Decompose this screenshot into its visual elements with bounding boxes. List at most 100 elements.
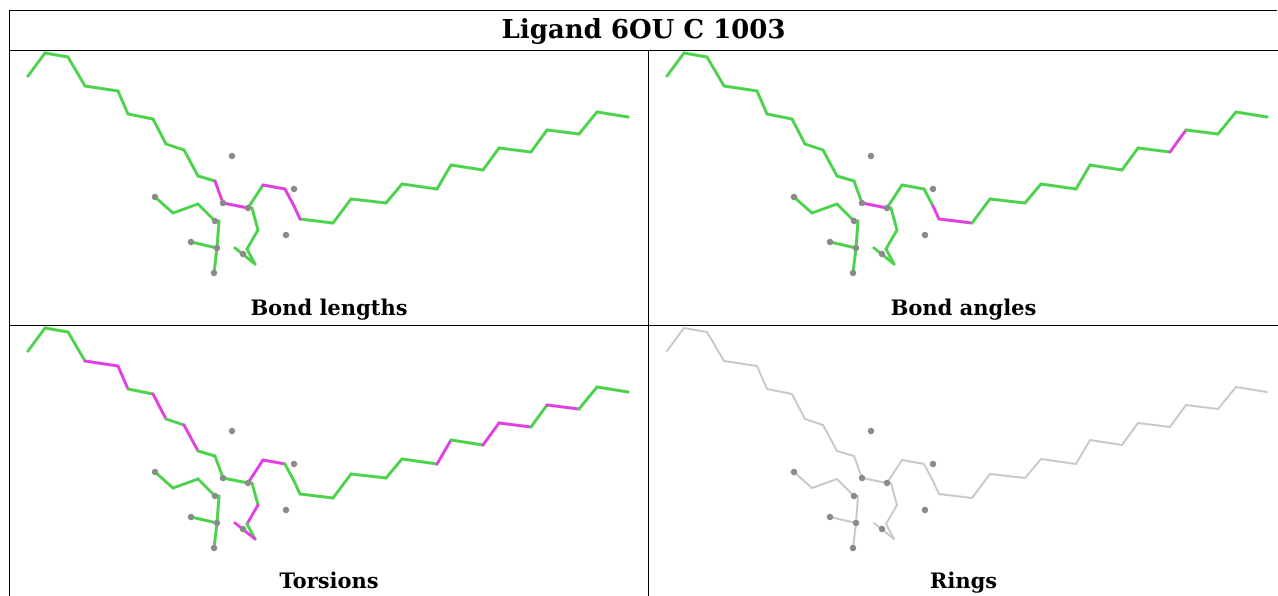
bond-right-2: [349, 197, 388, 205]
bond-sub2-0: [793, 471, 813, 489]
atom-9: [219, 199, 227, 207]
bond-left-5: [766, 388, 793, 395]
bond-left-3: [83, 359, 120, 368]
bond-sub2-1: [810, 202, 839, 215]
atom-5: [878, 525, 886, 533]
atom-7: [282, 231, 290, 239]
atom-2: [826, 513, 834, 521]
bond-left-8: [182, 148, 200, 178]
atom-0: [867, 152, 875, 160]
bond-left-2: [705, 55, 726, 88]
bond-right-11: [577, 385, 599, 411]
bond-left-4: [756, 365, 768, 390]
bond-left-6: [790, 117, 807, 146]
atom-4: [852, 519, 860, 527]
atom-7: [282, 506, 290, 514]
bond-mid-3: [261, 458, 287, 466]
bond-right-3: [1023, 182, 1043, 205]
bond-sub1-1: [884, 228, 899, 251]
bond-right-6: [449, 163, 485, 172]
bond-mid-5: [292, 479, 302, 496]
bond-right-4: [400, 457, 439, 466]
bond-left-3: [723, 360, 758, 367]
bond-left-6: [151, 392, 168, 421]
bond-mid-0: [213, 179, 225, 205]
atom-4: [852, 244, 860, 252]
bond-right-1: [971, 473, 991, 499]
bond-tbu2-0: [212, 521, 219, 550]
bond-tbu2-0: [852, 522, 857, 549]
bond-left-9: [836, 450, 855, 457]
bond-tbu-0: [189, 240, 219, 250]
bond-sub1-0: [250, 481, 260, 507]
bond-mid-3: [901, 459, 925, 465]
atom-9: [858, 474, 866, 482]
bond-sub1-2: [885, 523, 895, 540]
bond-mid-0: [852, 179, 864, 205]
bond-left-7: [803, 142, 825, 152]
bond-right-12: [1234, 110, 1269, 119]
bond-left-4: [116, 364, 130, 391]
bond-right-3: [384, 457, 404, 480]
atom-5: [878, 250, 886, 258]
bond-sub1-0: [250, 206, 260, 232]
bond-sub2-2: [835, 202, 856, 223]
atom-10: [883, 204, 891, 212]
bond-left-1: [682, 51, 709, 59]
row-divider: [9, 325, 1278, 326]
bond-sub2-0: [792, 195, 814, 215]
table-frame: [9, 10, 1277, 596]
bond-left-7: [164, 142, 186, 152]
bond-right-10: [1184, 128, 1220, 136]
bond-left-4: [755, 89, 769, 116]
bond-mid-4: [923, 463, 934, 482]
molecule-rings: [666, 327, 1268, 552]
atom-3: [210, 269, 218, 277]
bond-left-2: [66, 55, 87, 88]
title-divider: [9, 50, 1278, 51]
caption-bond-angles: Bond angles: [890, 295, 1037, 320]
bond-right-2: [989, 473, 1026, 479]
bond-right-11: [577, 110, 599, 136]
atom-8: [211, 217, 219, 225]
bond-left-3: [83, 84, 120, 93]
bond-tbu3-0: [215, 494, 221, 525]
bond-right-3: [384, 182, 404, 205]
bond-left-2: [66, 330, 87, 363]
bond-right-11: [1216, 110, 1238, 136]
bond-right-6: [449, 438, 485, 447]
bond-right-5: [1074, 163, 1092, 191]
bond-left-7: [804, 418, 824, 426]
figure-title: Ligand 6OU C 1003: [501, 15, 786, 45]
bond-right-9: [1169, 404, 1187, 428]
atom-3: [849, 544, 857, 552]
atom-1: [790, 193, 798, 201]
bond-left-0: [26, 326, 47, 353]
caption-bond-lengths: Bond lengths: [250, 295, 408, 320]
bond-sub1-1: [885, 504, 898, 525]
bond-left-9: [196, 174, 217, 183]
bond-left-5: [126, 387, 155, 396]
bond-mid-2: [886, 459, 903, 484]
atom-1: [151, 193, 159, 201]
atom-8: [850, 217, 858, 225]
atom-4: [213, 519, 221, 527]
bond-mid-2: [246, 458, 265, 485]
bond-right-0: [937, 217, 974, 225]
atom-4: [213, 244, 221, 252]
bond-sub2-2: [196, 477, 217, 498]
bond-right-12: [595, 385, 630, 394]
bond-tbu3-0: [215, 219, 221, 250]
bond-left-8: [182, 423, 200, 453]
atom-2: [187, 238, 195, 246]
bond-left-7: [164, 417, 186, 427]
atom-10: [883, 479, 891, 487]
bond-right-7: [1120, 146, 1140, 172]
molecule-bond-angles: [665, 51, 1269, 277]
bond-right-1: [331, 472, 353, 500]
atom-2: [187, 513, 195, 521]
bond-tbu2-0: [851, 246, 858, 275]
bond-right-8: [1137, 422, 1171, 428]
bond-tbu3-0: [854, 219, 860, 250]
bond-left-9: [196, 449, 217, 458]
